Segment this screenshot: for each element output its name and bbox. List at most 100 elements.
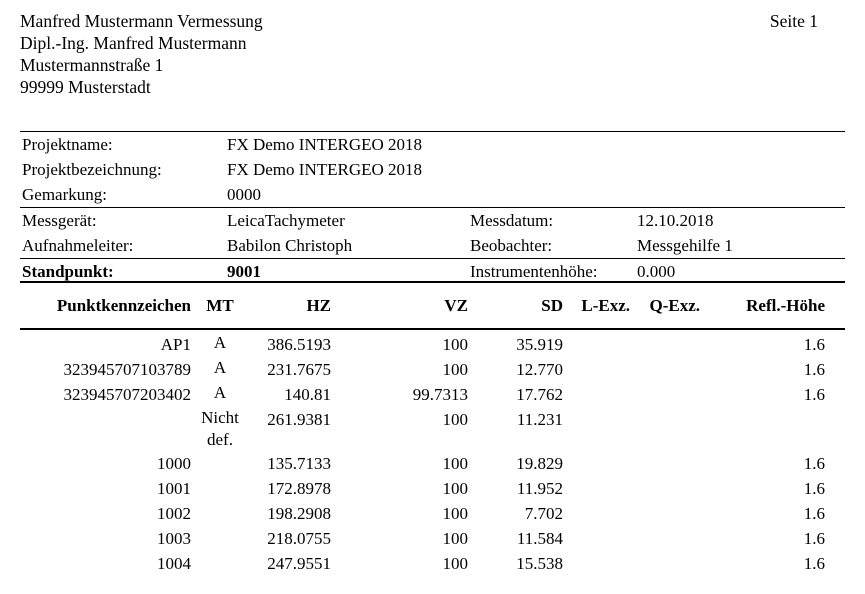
measurement-cell: 261.9381 [267, 410, 331, 429]
measurement-cell: A [213, 383, 227, 402]
measurement-row: 1000 135.7133 100 19.829 1.6 [20, 451, 845, 476]
measurement-cell: 1002 [157, 504, 191, 523]
letterhead-line-3: Mustermannstraße 1 [20, 55, 164, 75]
measurement-cell: 100 [442, 504, 469, 523]
measurement-cell: A [213, 333, 227, 352]
column-header-sd: SD [472, 282, 567, 330]
measurement-cell: 1.6 [803, 479, 825, 498]
column-header-q-exz: Q-Exz. [634, 282, 704, 330]
measurement-cell [634, 526, 704, 551]
measurement-cell: 1001 [157, 479, 191, 498]
measurement-cell [634, 357, 704, 382]
messgeraet-value: LeicaTachymeter [225, 207, 468, 233]
measurement-cell: 1004 [157, 554, 191, 573]
measurement-cell [195, 451, 245, 476]
measurement-row: 1003 218.0755 100 11.584 1.6 [20, 526, 845, 551]
column-header-refl-h-he: Refl.-Höhe [704, 282, 845, 330]
measurement-cell: A [213, 358, 227, 377]
page-number: Seite 1 [769, 11, 818, 31]
standpunkt-value: 9001 [225, 258, 468, 284]
measurement-cell [567, 357, 634, 382]
measurement-cell [634, 329, 704, 357]
measurement-cell: AP1 [160, 335, 191, 354]
standpunkt-label: Standpunkt: [20, 258, 225, 284]
column-header-l-exz: L-Exz. [567, 282, 634, 330]
projektbezeichnung-value: FX Demo INTERGEO 2018 [227, 159, 423, 179]
measurement-cell [195, 501, 245, 526]
measurement-cell: 7.702 [524, 504, 563, 523]
measurement-cell [567, 526, 634, 551]
column-header-mt: MT [195, 282, 245, 330]
messdatum-value: 12.10.2018 [635, 207, 845, 233]
measurement-cell: 99.7313 [412, 385, 468, 404]
measurement-cell [634, 407, 704, 451]
measurement-cell [20, 407, 195, 451]
measurement-cell: 323945707203402 [63, 385, 192, 404]
measurement-cell [634, 451, 704, 476]
measurement-cell: 1.6 [803, 529, 825, 548]
measurement-cell: 100 [442, 410, 469, 429]
letterhead: Manfred Mustermann Vermessung Dipl.-Ing.… [20, 10, 263, 98]
measurement-cell [567, 476, 634, 501]
measurement-cell: 1.6 [803, 454, 825, 473]
measurement-cell: 247.9551 [267, 554, 331, 573]
measurement-cell [195, 526, 245, 551]
aufnahmeleiter-label: Aufnahmeleiter: [22, 235, 134, 255]
measurement-cell: 323945707103789 [63, 360, 192, 379]
measurement-row: 1004 247.9551 100 15.538 1.6 [20, 551, 845, 576]
measurement-cell [634, 476, 704, 501]
measurement-cell: 135.7133 [267, 454, 331, 473]
measurement-cell [634, 501, 704, 526]
info-row-standpunkt: Standpunkt: 9001 Instrumentenhöhe: 0.000 [20, 258, 845, 284]
measurement-cell [195, 476, 245, 501]
measurement-cell: 100 [442, 360, 469, 379]
measurement-cell: 1003 [157, 529, 191, 548]
column-header-punktkennzeichen: Punktkennzeichen [20, 282, 195, 330]
projektname-value: FX Demo INTERGEO 2018 [227, 134, 423, 154]
measurement-cell [195, 551, 245, 576]
measurement-cell: 198.2908 [267, 504, 331, 523]
measurement-cell: 11.231 [516, 410, 563, 429]
measurement-row: 1002 198.2908 100 7.702 1.6 [20, 501, 845, 526]
measurement-cell [567, 407, 634, 451]
measurement-cell: 100 [442, 554, 469, 573]
measurement-cell: 1.6 [803, 554, 825, 573]
info-row-projektbezeichnung: Projektbezeichnung: FX Demo INTERGEO 201… [20, 157, 845, 182]
measurement-row: AP1 A 386.5193 100 35.919 1.6 [20, 329, 845, 357]
messdatum-label: Messdatum: [468, 207, 635, 233]
measurement-cell: 1.6 [803, 360, 825, 379]
measurement-cell: 17.762 [516, 385, 563, 404]
measurement-row: 323945707203402 A 140.81 99.7313 17.762 1.6 [20, 382, 845, 407]
measurement-cell: 218.0755 [267, 529, 331, 548]
beobachter-label: Beobachter: [470, 235, 553, 255]
aufnahmeleiter-value: Babilon Christoph [227, 235, 353, 255]
instrumentenhoehe-label: Instrumentenhöhe: [468, 258, 635, 284]
info-row-aufnahmeleiter: Aufnahmeleiter: Babilon Christoph Beobac… [20, 233, 845, 259]
letterhead-line-1: Manfred Mustermann Vermessung [20, 11, 263, 31]
measurement-row: 1001 172.8978 100 11.952 1.6 [20, 476, 845, 501]
measurement-cell [567, 382, 634, 407]
gemarkung-value: 0000 [227, 184, 261, 204]
project-info-table: Projektname: FX Demo INTERGEO 2018 Proje… [20, 131, 845, 284]
measurement-cell [567, 451, 634, 476]
measurement-cell: 35.919 [516, 335, 563, 354]
measurement-cell [567, 551, 634, 576]
measurement-row: Nicht def. 261.9381 100 11.231 [20, 407, 845, 451]
measurement-cell: 231.7675 [267, 360, 331, 379]
letterhead-line-4: 99999 Musterstadt [20, 77, 151, 97]
measurement-cell [567, 329, 634, 357]
info-row-messgeraet: Messgerät: LeicaTachymeter Messdatum: 12… [20, 207, 845, 233]
measurement-cell: 1.6 [803, 504, 825, 523]
gemarkung-label: Gemarkung: [22, 184, 107, 204]
measurement-cell: 1.6 [803, 335, 825, 354]
measurement-cell: 386.5193 [267, 335, 331, 354]
column-header-vz: VZ [335, 282, 472, 330]
measurement-cell [634, 551, 704, 576]
measurement-cell: Nicht def. [201, 408, 239, 449]
letterhead-line-2: Dipl.-Ing. Manfred Mustermann [20, 33, 247, 53]
instrumentenhoehe-value: 0.000 [635, 258, 845, 284]
measurement-cell: 11.952 [516, 479, 563, 498]
messgeraet-label: Messgerät: [20, 207, 225, 233]
measurement-row: 323945707103789 A 231.7675 100 12.770 1.6 [20, 357, 845, 382]
